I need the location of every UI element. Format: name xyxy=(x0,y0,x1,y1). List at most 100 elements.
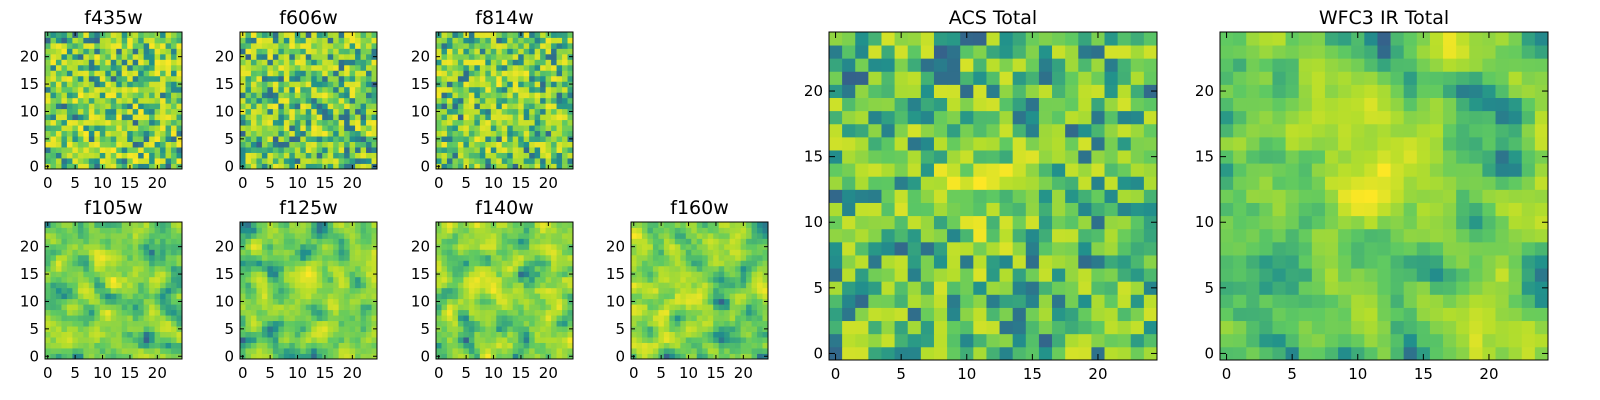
heatmap-cell xyxy=(94,114,101,121)
heatmap-cell xyxy=(474,331,481,338)
heatmap-cell xyxy=(105,70,112,77)
heatmap-cell xyxy=(355,320,361,327)
heatmap-cell xyxy=(344,152,350,159)
heatmap-cell xyxy=(99,59,106,66)
heatmap-cell xyxy=(947,163,961,177)
heatmap-cell xyxy=(463,136,470,142)
heatmap-cell xyxy=(99,114,106,121)
heatmap-cell xyxy=(371,147,378,153)
heatmap-cell xyxy=(907,255,922,269)
heatmap-cell xyxy=(718,331,725,338)
heatmap-cell xyxy=(149,304,155,311)
heatmap-cell xyxy=(680,222,687,228)
heatmap-cell xyxy=(501,238,508,245)
heatmap-cell xyxy=(463,141,470,148)
heatmap-cell xyxy=(105,298,112,305)
heatmap-cell xyxy=(116,92,123,99)
heatmap-cell xyxy=(485,42,492,49)
heatmap-cell xyxy=(647,260,654,267)
heatmap-cell xyxy=(127,108,134,115)
heatmap-cell xyxy=(94,227,101,234)
heatmap-cell xyxy=(261,81,268,88)
heatmap-cell xyxy=(746,353,752,360)
heatmap-cell xyxy=(641,249,648,256)
heatmap-cell xyxy=(261,114,268,121)
heatmap-cell xyxy=(267,282,274,289)
heatmap-cell xyxy=(278,70,285,77)
heatmap-cell xyxy=(523,260,530,267)
heatmap-cell xyxy=(523,97,530,104)
heatmap-cell xyxy=(973,268,987,282)
heatmap-cell xyxy=(245,238,252,245)
heatmap-cell xyxy=(61,42,68,49)
heatmap-cells xyxy=(45,32,183,170)
heatmap-cell xyxy=(441,287,448,294)
heatmap-cell xyxy=(735,348,741,354)
heatmap-cell xyxy=(165,304,172,311)
heatmap-cell xyxy=(88,152,95,159)
heatmap-cell xyxy=(674,293,681,300)
heatmap-cell xyxy=(468,271,475,278)
heatmap-cell xyxy=(83,92,90,99)
heatmap-cell xyxy=(272,282,279,289)
heatmap-cell xyxy=(110,348,117,354)
heatmap-cell xyxy=(55,158,62,164)
heatmap-cell xyxy=(545,86,552,93)
heatmap-cell xyxy=(556,75,563,82)
heatmap-cell xyxy=(735,238,741,245)
heatmap-cell xyxy=(762,304,769,311)
heatmap-cell xyxy=(468,342,475,349)
heatmap-cell xyxy=(250,304,257,311)
heatmap-cell xyxy=(88,293,95,300)
heatmap-cell xyxy=(1065,281,1079,295)
heatmap-cell xyxy=(446,309,453,316)
heatmap-cell xyxy=(327,92,334,99)
heatmap-cell xyxy=(933,320,948,335)
heatmap-cell xyxy=(457,222,464,228)
heatmap-cell xyxy=(333,64,340,71)
y-tick-label: 0 xyxy=(224,347,234,365)
heatmap-cell xyxy=(300,282,307,289)
heatmap-cell xyxy=(534,326,541,332)
heatmap-cell xyxy=(349,136,356,142)
heatmap-cell xyxy=(371,232,378,239)
heatmap-cell xyxy=(327,282,334,289)
heatmap-cell xyxy=(300,97,307,104)
heatmap-cell xyxy=(512,130,519,137)
heatmap-cell xyxy=(360,309,367,316)
heatmap-cell xyxy=(143,103,150,110)
heatmap-cell xyxy=(1091,228,1105,243)
heatmap-cell xyxy=(240,260,246,267)
heatmap-cell xyxy=(463,64,470,71)
heatmap-cell xyxy=(72,158,79,164)
heatmap-cell xyxy=(61,348,68,354)
x-tick-label: 10 xyxy=(679,364,698,382)
heatmap-cell xyxy=(338,326,345,332)
heatmap-cell xyxy=(490,320,497,327)
heatmap-cell xyxy=(305,260,312,267)
heatmap-cell xyxy=(523,315,530,322)
heatmap-cell xyxy=(322,298,329,305)
heatmap-cell xyxy=(110,315,117,322)
heatmap-cell xyxy=(740,304,747,311)
heatmap-cell xyxy=(485,337,492,343)
heatmap-cell xyxy=(61,271,68,278)
heatmap-cell xyxy=(45,125,51,132)
heatmap-cell xyxy=(441,348,448,354)
heatmap-cell xyxy=(636,238,643,245)
heatmap-cell xyxy=(529,86,536,93)
heatmap-cell xyxy=(278,353,285,360)
panel-title: f105w xyxy=(84,197,143,219)
heatmap-cell xyxy=(685,309,692,316)
heatmap-cell xyxy=(724,331,731,338)
heatmap-cell xyxy=(160,86,166,93)
heatmap-cell xyxy=(691,315,698,322)
axes-frame xyxy=(239,221,378,360)
heatmap-cell xyxy=(283,136,290,142)
heatmap-cell xyxy=(674,298,681,305)
heatmap-cell xyxy=(468,293,475,300)
heatmap-cell xyxy=(674,232,681,239)
heatmap-cell xyxy=(647,222,654,228)
